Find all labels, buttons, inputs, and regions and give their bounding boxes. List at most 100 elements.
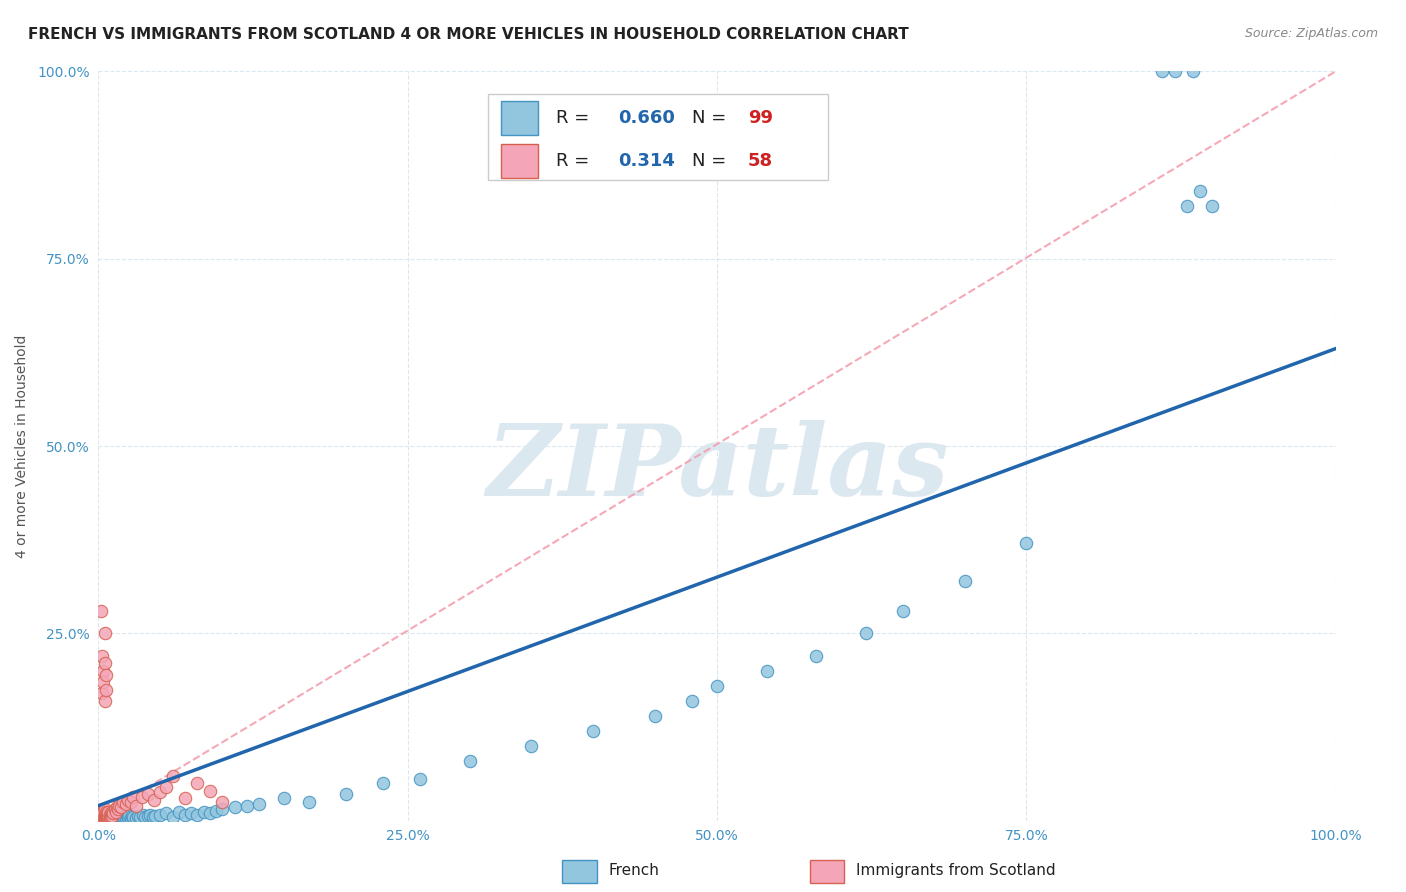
Point — [94, 667, 117, 681]
Point — [91, 648, 114, 663]
Point — [103, 806, 125, 821]
Point — [205, 804, 228, 818]
Point — [120, 811, 142, 825]
Point — [93, 810, 115, 824]
Point — [115, 809, 138, 823]
Point — [193, 805, 215, 819]
Point — [124, 798, 146, 813]
Point — [155, 780, 177, 794]
Point — [211, 802, 233, 816]
Text: ZIPatlas: ZIPatlas — [486, 420, 948, 516]
Point — [120, 795, 142, 809]
Point — [93, 694, 115, 708]
Point — [855, 626, 877, 640]
Point — [149, 807, 172, 822]
Point — [97, 805, 120, 819]
Point — [114, 811, 136, 825]
Point — [93, 811, 115, 825]
Point — [105, 809, 128, 823]
Point — [96, 811, 118, 825]
Text: R =: R = — [557, 152, 595, 170]
Text: 0.314: 0.314 — [619, 152, 675, 170]
Point — [129, 810, 152, 824]
Point — [117, 792, 139, 806]
Point — [108, 810, 131, 824]
Point — [94, 810, 117, 824]
Point — [706, 679, 728, 693]
Point — [90, 806, 112, 821]
Point — [186, 776, 208, 790]
Text: French: French — [609, 863, 659, 879]
Point — [103, 809, 125, 823]
Point — [211, 795, 233, 809]
Point — [93, 808, 115, 822]
Point — [93, 808, 115, 822]
Point — [93, 810, 115, 824]
Point — [298, 795, 321, 809]
Point — [142, 810, 165, 824]
Point — [174, 791, 197, 805]
Point — [94, 682, 117, 697]
Point — [98, 811, 121, 825]
Point — [93, 812, 115, 826]
Point — [804, 648, 827, 663]
Point — [97, 808, 120, 822]
Point — [108, 798, 131, 813]
Point — [112, 810, 135, 824]
Point — [94, 807, 117, 822]
Point — [180, 806, 202, 821]
Point — [93, 805, 115, 819]
Point — [100, 810, 122, 824]
Point — [101, 811, 124, 825]
Point — [94, 811, 117, 825]
Point — [93, 675, 115, 690]
Point — [97, 810, 120, 824]
Point — [105, 811, 128, 825]
Point — [91, 811, 114, 825]
Point — [93, 802, 115, 816]
Point — [162, 769, 184, 783]
Point — [114, 797, 136, 812]
Point — [198, 783, 221, 797]
Point — [520, 739, 543, 753]
Point — [93, 657, 115, 671]
Point — [1015, 536, 1038, 550]
Point — [167, 805, 190, 819]
Point — [644, 708, 666, 723]
Point — [90, 810, 112, 824]
Point — [96, 806, 118, 821]
Text: FRENCH VS IMMIGRANTS FROM SCOTLAND 4 OR MORE VEHICLES IN HOUSEHOLD CORRELATION C: FRENCH VS IMMIGRANTS FROM SCOTLAND 4 OR … — [28, 27, 908, 42]
Point — [107, 802, 129, 816]
Point — [91, 806, 114, 821]
Point — [107, 808, 129, 822]
Point — [90, 808, 112, 822]
Point — [110, 800, 132, 814]
Point — [91, 809, 114, 823]
Point — [93, 811, 115, 825]
Point — [681, 694, 703, 708]
Point — [96, 809, 118, 823]
Point — [93, 807, 115, 822]
Point — [110, 811, 132, 825]
Point — [891, 604, 914, 618]
Point — [93, 626, 115, 640]
FancyBboxPatch shape — [501, 101, 537, 135]
Point — [122, 789, 145, 804]
Point — [97, 810, 120, 824]
Point — [127, 809, 149, 823]
Point — [103, 810, 125, 824]
Point — [136, 788, 159, 802]
Point — [103, 811, 125, 825]
Point — [112, 808, 135, 822]
FancyBboxPatch shape — [562, 861, 598, 883]
Text: Immigrants from Scotland: Immigrants from Scotland — [856, 863, 1056, 879]
Point — [94, 811, 117, 825]
Point — [1201, 199, 1223, 213]
Point — [90, 604, 112, 618]
Point — [93, 811, 115, 825]
Point — [101, 809, 124, 823]
Point — [149, 785, 172, 799]
Text: 99: 99 — [748, 109, 773, 127]
Point — [90, 810, 112, 824]
Point — [104, 805, 127, 819]
